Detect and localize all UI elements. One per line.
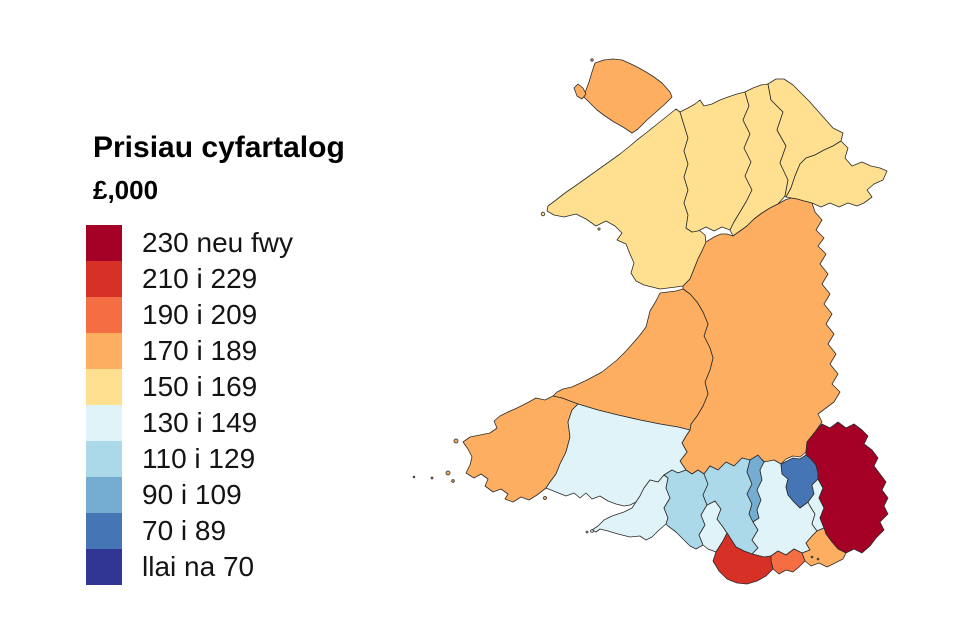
legend-item: 170 i 189 xyxy=(86,333,293,369)
legend-item: llai na 70 xyxy=(86,549,293,585)
legend-swatch xyxy=(86,369,122,405)
islet-ramsey xyxy=(453,438,459,444)
islet-grassholm xyxy=(430,476,434,480)
legend-swatch xyxy=(86,225,122,261)
legend-item: 130 i 149 xyxy=(86,405,293,441)
legend-swatch xyxy=(86,261,122,297)
legend-swatch xyxy=(86,405,122,441)
region-wrecsam xyxy=(785,140,888,208)
legend-swatch xyxy=(86,297,122,333)
region-ynys-gybi xyxy=(573,83,587,100)
islet-worms-head xyxy=(590,529,594,533)
islet-caldey xyxy=(543,496,547,500)
region-sir-gaerfyrddin xyxy=(545,403,691,507)
legend-item: 110 i 129 xyxy=(86,441,293,477)
islet-severn-islet xyxy=(810,555,814,559)
legend-item: 190 i 209 xyxy=(86,297,293,333)
region-gwynedd xyxy=(546,108,707,290)
islet-skokholm xyxy=(451,479,455,483)
islet-severn-islet-2 xyxy=(816,557,820,561)
islet-far-islet xyxy=(412,475,416,479)
legend-swatch xyxy=(86,333,122,369)
legend-units-label: £,000 xyxy=(93,175,159,205)
legend-label: 70 i 89 xyxy=(142,515,227,546)
legend-label: 90 i 109 xyxy=(142,479,242,510)
legend-label: 230 neu fwy xyxy=(142,227,293,258)
legend-label: 150 i 169 xyxy=(142,371,258,402)
legend-label: llai na 70 xyxy=(142,551,255,582)
legend-label: 210 i 229 xyxy=(142,263,258,294)
legend-title: Prisiau cyfartalog xyxy=(93,131,345,164)
region-ynys-mon xyxy=(583,58,673,134)
legend-swatch xyxy=(86,441,122,477)
legend-label: 110 i 129 xyxy=(142,443,256,474)
legend-item: 90 i 109 xyxy=(86,477,293,513)
region-sir-fynwy xyxy=(805,421,889,554)
legend-swatch xyxy=(86,477,122,513)
legend-swatch xyxy=(86,513,122,549)
legend-item: 210 i 229 xyxy=(86,261,293,297)
legend-label: 190 i 209 xyxy=(142,299,258,330)
islet-bardsey xyxy=(540,211,546,217)
legend-label: 170 i 189 xyxy=(142,335,258,366)
region-bro-morgannwg xyxy=(712,532,774,585)
legend-list: 230 neu fwy 210 i 229 190 i 209 170 i 189 15… xyxy=(86,225,293,585)
legend-label: 130 i 149 xyxy=(142,407,258,438)
islet-worms-head-2 xyxy=(585,530,589,534)
legend-item: 150 i 169 xyxy=(86,369,293,405)
islet-st-tudwal xyxy=(597,227,601,231)
islet-skerries xyxy=(590,58,594,62)
wales-choropleth-map-svg xyxy=(412,58,889,585)
legend-item: 70 i 89 xyxy=(86,513,293,549)
islet-skomer xyxy=(445,470,451,476)
legend-item: 230 neu fwy xyxy=(86,225,293,261)
legend-swatch xyxy=(86,549,122,585)
